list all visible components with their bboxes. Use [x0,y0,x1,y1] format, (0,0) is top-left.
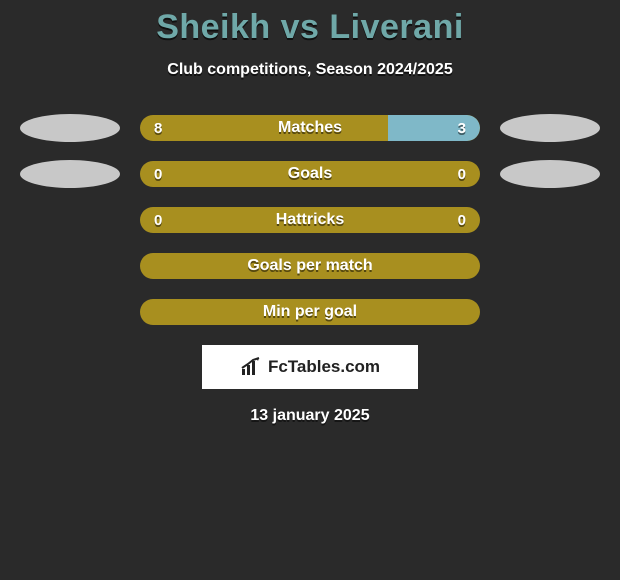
avatar-spacer [500,252,600,280]
stat-row: 0 Goals 0 [0,161,620,187]
stat-bar-matches: 8 Matches 3 [140,115,480,141]
stat-label: Hattricks [140,211,480,229]
subtitle: Club competitions, Season 2024/2025 [0,61,620,79]
avatar-spacer [500,206,600,234]
stat-bar-mpg: Min per goal [140,299,480,325]
chart-icon [240,357,262,377]
date-label: 13 january 2025 [0,407,620,425]
attribution-badge[interactable]: FcTables.com [202,345,418,389]
player-right-avatar [500,160,600,188]
avatar-spacer [20,206,120,234]
stat-label: Goals [140,165,480,183]
attribution-text: FcTables.com [268,357,380,377]
player-left-avatar [20,114,120,142]
stat-right-value: 0 [458,212,466,229]
avatar-spacer [500,298,600,326]
stat-right-value: 0 [458,166,466,183]
stat-right-value: 3 [458,120,466,137]
stat-row: 8 Matches 3 [0,115,620,141]
avatar-spacer [20,252,120,280]
stat-bar-hattricks: 0 Hattricks 0 [140,207,480,233]
stat-label: Matches [140,119,480,137]
player-right-avatar [500,114,600,142]
stat-row: Goals per match [0,253,620,279]
page-title: Sheikh vs Liverani [0,8,620,47]
stat-bar-gpm: Goals per match [140,253,480,279]
stat-row: 0 Hattricks 0 [0,207,620,233]
avatar-spacer [20,298,120,326]
stat-label: Min per goal [140,303,480,321]
comparison-card: Sheikh vs Liverani Club competitions, Se… [0,0,620,425]
stat-label: Goals per match [140,257,480,275]
stat-bar-goals: 0 Goals 0 [140,161,480,187]
player-left-avatar [20,160,120,188]
stat-row: Min per goal [0,299,620,325]
